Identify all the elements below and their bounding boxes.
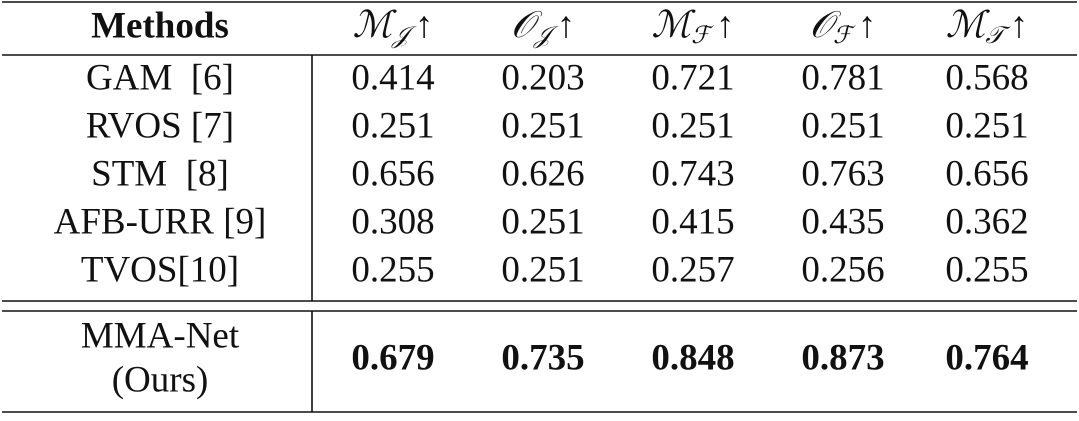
metric-value: 0.203	[501, 57, 584, 98]
metric-value: 0.735	[501, 337, 584, 378]
metric-value: 0.873	[801, 337, 884, 378]
metric-value: 0.721	[651, 57, 734, 98]
method-name: (Ours)	[112, 359, 209, 400]
metric-arrow: ↑	[716, 5, 735, 46]
method-name: RVOS [7]	[86, 105, 234, 146]
header-metric: 𝒪𝒥 ↑	[511, 5, 575, 48]
metric-value: 0.308	[351, 201, 434, 242]
metric-value: 0.764	[945, 337, 1028, 378]
metric-symbol: ℳ	[652, 5, 697, 46]
method-name: GAM [6]	[86, 57, 234, 98]
metric-value: 0.255	[351, 249, 434, 290]
metric-subscript: ℱ	[691, 23, 714, 49]
metric-value: 0.251	[501, 201, 584, 242]
metric-value: 0.414	[351, 57, 434, 98]
metric-value: 0.626	[501, 153, 584, 194]
metric-subscript: 𝒥	[391, 23, 417, 49]
metric-value: 0.763	[801, 153, 884, 194]
metric-value: 0.251	[501, 105, 584, 146]
metric-value: 0.435	[801, 201, 884, 242]
header-metric: ℳℱ ↑	[652, 5, 735, 48]
metric-value: 0.656	[945, 153, 1028, 194]
method-name: MMA-Net	[81, 315, 240, 356]
metric-value: 0.251	[945, 105, 1028, 146]
metric-value: 0.251	[351, 105, 434, 146]
metric-value: 0.257	[651, 249, 734, 290]
metric-subscript: ℱ	[833, 23, 856, 49]
header-metric: ℳ𝒯 ↑	[946, 5, 1028, 48]
header-methods: Methods	[91, 5, 229, 46]
metric-value: 0.656	[351, 153, 434, 194]
metric-subscript: 𝒥	[533, 23, 559, 49]
metric-value: 0.679	[351, 337, 434, 378]
metric-arrow: ↑	[415, 5, 434, 46]
metric-arrow: ↑	[1010, 5, 1029, 46]
method-name: TVOS[10]	[81, 249, 239, 290]
metric-value: 0.256	[801, 249, 884, 290]
method-name: AFB-URR [9]	[54, 201, 267, 242]
metric-arrow: ↑	[858, 5, 877, 46]
metric-symbol: ℳ	[353, 5, 398, 46]
metric-value: 0.255	[945, 249, 1028, 290]
header-metric: 𝒪ℱ ↑	[810, 5, 877, 48]
metric-value: 0.362	[945, 201, 1028, 242]
metric-symbol: ℳ	[946, 5, 991, 46]
metric-arrow: ↑	[557, 5, 576, 46]
method-name: STM [8]	[91, 153, 229, 194]
metric-value: 0.251	[501, 249, 584, 290]
metric-value: 0.743	[651, 153, 734, 194]
metric-value: 0.415	[651, 201, 734, 242]
metric-value: 0.251	[651, 105, 734, 146]
metric-subscript: 𝒯	[985, 23, 1011, 49]
metric-value: 0.251	[801, 105, 884, 146]
metric-value: 0.781	[801, 57, 884, 98]
header-metric: ℳ𝒥 ↑	[353, 5, 434, 48]
metric-value: 0.848	[651, 337, 734, 378]
metric-value: 0.568	[945, 57, 1028, 98]
